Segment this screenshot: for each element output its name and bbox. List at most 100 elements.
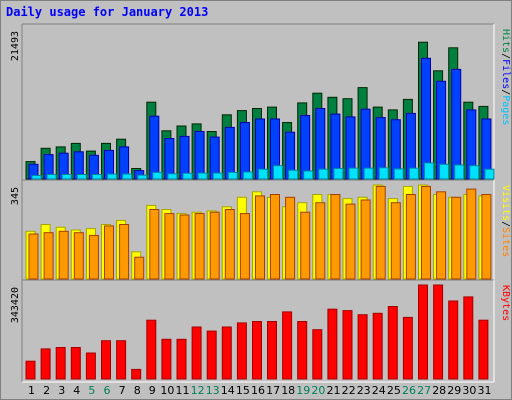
bar-files-day-20 <box>315 108 326 180</box>
bar-kbytes-day-30 <box>463 296 474 380</box>
bar-pages-day-15 <box>242 171 253 180</box>
bar-files-day-9 <box>149 115 160 180</box>
bar-sites-day-15 <box>239 213 250 280</box>
day-axis: 1 2 3 4 5 6 7 8 9 10 11 12 13 14 15 16 17 18 19 20 21 22 23 24 2… <box>28 384 492 397</box>
bar-kbytes-day-15 <box>236 322 247 380</box>
bar-sites-day-5 <box>88 234 99 280</box>
day-label-2: 2 <box>43 384 50 397</box>
day-label-24: 24 <box>372 384 386 397</box>
bar-sites-day-8 <box>134 256 145 280</box>
bar-sites-day-30 <box>466 188 477 280</box>
bar-kbytes-day-27 <box>418 284 428 380</box>
bar-sites-day-2 <box>43 232 54 280</box>
bar-sites-day-9 <box>149 209 160 280</box>
bar-files-day-14 <box>224 126 235 180</box>
legend-visits: Visits <box>500 185 511 221</box>
day-label-21: 21 <box>327 384 341 397</box>
panel-visits-sites: 345 Visits/Sites <box>10 179 511 283</box>
bar-pages-day-28 <box>439 163 450 180</box>
day-label-28: 28 <box>432 384 446 397</box>
bar-sites-day-31 <box>481 194 492 280</box>
bar-kbytes-day-7 <box>116 340 127 380</box>
day-label-19: 19 <box>296 384 310 397</box>
bar-kbytes-day-14 <box>221 326 232 380</box>
bar-sites-day-17 <box>270 194 280 280</box>
day-label-31: 31 <box>478 384 492 397</box>
bar-kbytes-day-10 <box>161 338 172 380</box>
bar-sites-day-18 <box>285 196 296 280</box>
bar-kbytes-day-25 <box>387 306 398 380</box>
bar-kbytes-day-9 <box>146 319 157 380</box>
day-label-27: 27 <box>417 384 431 397</box>
day-label-22: 22 <box>342 384 356 397</box>
bar-kbytes-day-8 <box>131 368 142 380</box>
bar-files-day-19 <box>300 115 311 180</box>
bar-pages-day-12 <box>197 172 208 180</box>
bar-pages-day-30 <box>469 165 480 180</box>
bar-sites-day-28 <box>436 191 447 280</box>
bar-kbytes-day-20 <box>312 329 323 380</box>
bar-pages-day-18 <box>288 169 299 180</box>
bar-sites-day-4 <box>73 232 84 280</box>
day-label-23: 23 <box>357 384 371 397</box>
day-label-16: 16 <box>251 384 265 397</box>
panel-max-label: 343420 <box>10 287 21 323</box>
bar-sites-day-14 <box>224 209 235 280</box>
bar-sites-day-27 <box>421 185 431 280</box>
day-label-17: 17 <box>266 384 280 397</box>
series-files <box>28 57 492 180</box>
bar-sites-day-20 <box>315 202 326 280</box>
bar-files-day-27 <box>421 57 431 180</box>
bar-kbytes-day-17 <box>267 321 277 380</box>
day-label-13: 13 <box>206 384 220 397</box>
panel-kbytes: 343420 KBytes <box>10 279 511 383</box>
day-label-11: 11 <box>176 384 190 397</box>
legend-kbytes: KBytes <box>500 285 511 321</box>
bar-files-day-10 <box>164 138 175 180</box>
day-label-30: 30 <box>462 384 476 397</box>
day-label-14: 14 <box>221 384 235 397</box>
bar-sites-day-11 <box>179 214 190 280</box>
bar-sites-day-10 <box>164 213 175 280</box>
bar-files-day-12 <box>194 131 205 180</box>
bar-kbytes-day-23 <box>357 314 368 380</box>
bar-pages-day-19 <box>303 170 314 180</box>
bar-sites-day-19 <box>300 211 311 280</box>
day-label-8: 8 <box>134 384 141 397</box>
bar-pages-day-6 <box>107 173 117 180</box>
bar-sites-day-29 <box>451 196 462 280</box>
bar-pages-day-4 <box>76 174 87 180</box>
legend-pages: Pages <box>500 95 511 125</box>
bar-files-day-11 <box>179 135 190 180</box>
bar-pages-day-31 <box>484 168 495 180</box>
bar-kbytes-day-16 <box>252 321 262 380</box>
bar-files-day-29 <box>451 68 462 180</box>
series-sites <box>28 185 492 280</box>
legend-sites: Sites <box>500 227 511 257</box>
bar-sites-day-16 <box>255 195 265 280</box>
bar-kbytes-day-2 <box>40 348 51 380</box>
bar-sites-day-3 <box>58 230 69 280</box>
bar-kbytes-day-1 <box>25 360 36 380</box>
series-kbytes <box>25 284 489 380</box>
bar-sites-day-23 <box>360 199 371 280</box>
day-label-18: 18 <box>281 384 295 397</box>
bar-kbytes-day-24 <box>372 312 383 380</box>
day-label-1: 1 <box>28 384 35 397</box>
day-label-26: 26 <box>402 384 416 397</box>
bar-pages-day-13 <box>212 172 223 180</box>
bar-files-day-15 <box>239 122 250 180</box>
panel-legend-label: KBytes <box>500 285 511 321</box>
bar-pages-day-25 <box>393 168 404 180</box>
legend-separator: / <box>500 89 511 95</box>
bar-kbytes-day-3 <box>55 347 66 380</box>
day-label-6: 6 <box>104 384 111 397</box>
bar-kbytes-day-12 <box>191 326 202 380</box>
bar-kbytes-day-4 <box>70 347 81 380</box>
bar-kbytes-day-29 <box>448 300 459 380</box>
bar-kbytes-day-11 <box>176 338 187 380</box>
bar-sites-day-13 <box>209 211 220 280</box>
bar-pages-day-2 <box>46 174 57 180</box>
